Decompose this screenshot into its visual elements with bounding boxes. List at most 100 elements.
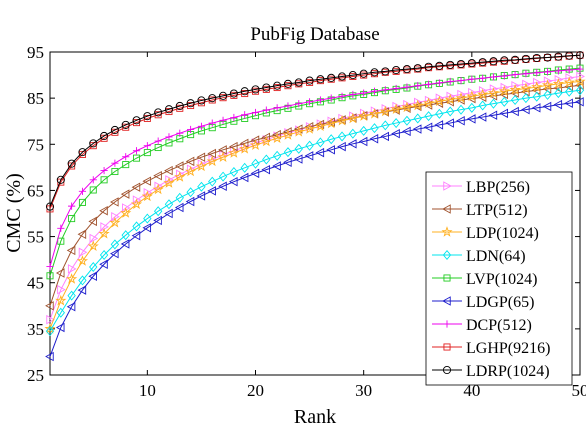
data-point <box>575 97 584 107</box>
y-tick-label: 25 <box>27 366 44 385</box>
x-tick-label: 20 <box>247 381 264 400</box>
data-point <box>402 65 411 74</box>
data-point <box>143 213 152 224</box>
data-point <box>304 151 314 161</box>
data-point <box>457 89 466 100</box>
data-point <box>468 87 477 98</box>
legend-label: LTP(512) <box>466 202 528 219</box>
data-point <box>57 237 65 245</box>
data-point <box>56 307 66 318</box>
data-point <box>434 120 444 130</box>
data-point <box>132 147 141 155</box>
data-point <box>337 141 346 152</box>
data-point <box>554 67 562 75</box>
data-point <box>467 59 476 68</box>
data-point <box>164 199 174 210</box>
data-point <box>478 100 487 111</box>
data-point <box>208 119 216 127</box>
data-point <box>489 57 498 66</box>
y-tick-label: 35 <box>27 320 44 339</box>
data-point <box>326 145 335 155</box>
data-point <box>283 127 292 137</box>
data-point <box>98 227 110 239</box>
data-point <box>435 108 444 119</box>
data-point <box>121 230 130 241</box>
data-point <box>196 152 206 162</box>
legend-item: LDGP(65) <box>432 294 534 311</box>
y-tick-label: 95 <box>27 43 44 62</box>
series-ldrp-1024 <box>45 51 585 211</box>
data-point <box>228 176 238 187</box>
data-point <box>206 155 218 167</box>
data-point <box>531 103 541 113</box>
data-point <box>488 91 498 101</box>
data-point <box>424 62 433 71</box>
data-point <box>57 284 66 295</box>
data-point <box>262 83 271 92</box>
data-point <box>88 216 97 227</box>
legend-label: DCP(512) <box>466 317 532 334</box>
data-point <box>413 113 422 124</box>
x-tick-label: 10 <box>139 381 156 400</box>
data-point <box>488 110 498 120</box>
data-point <box>565 66 573 74</box>
data-point <box>521 93 531 104</box>
data-point <box>100 176 108 184</box>
data-point <box>219 116 227 124</box>
data-point <box>477 88 489 100</box>
data-point <box>510 88 519 98</box>
legend-item: LTP(512) <box>432 202 528 219</box>
data-point <box>197 122 206 130</box>
data-point <box>132 221 141 232</box>
data-point <box>414 82 422 90</box>
data-point <box>500 96 509 107</box>
data-point <box>563 76 575 88</box>
data-point <box>391 105 400 115</box>
data-point <box>498 85 510 96</box>
data-point <box>327 94 335 102</box>
data-point <box>207 186 216 196</box>
data-point <box>131 182 141 192</box>
data-point <box>520 82 532 94</box>
data-point <box>56 175 65 184</box>
data-point <box>142 223 152 233</box>
data-point <box>174 202 184 213</box>
data-point <box>359 69 368 78</box>
data-point <box>509 83 521 95</box>
data-point <box>435 61 444 70</box>
data-point <box>87 240 99 252</box>
y-tick-label: 45 <box>27 274 44 293</box>
legend-label: LGHP(9216) <box>466 340 550 357</box>
data-point <box>187 125 195 134</box>
data-point <box>89 262 98 273</box>
data-point <box>403 83 411 91</box>
data-point <box>132 116 141 125</box>
data-point <box>390 103 402 114</box>
data-point <box>111 159 119 167</box>
data-point <box>260 135 272 147</box>
data-point <box>240 162 249 173</box>
data-point <box>78 198 86 206</box>
data-point <box>143 149 151 157</box>
data-point <box>348 128 358 139</box>
legend-item: LBP(256) <box>432 179 530 196</box>
data-point <box>154 137 162 145</box>
data-point <box>446 91 456 102</box>
data-point <box>305 98 314 106</box>
data-point <box>412 124 422 134</box>
data-point <box>402 115 412 126</box>
data-point <box>283 79 293 88</box>
data-point <box>499 108 508 119</box>
data-point <box>152 183 164 195</box>
data-point <box>239 172 249 183</box>
data-point <box>100 166 108 175</box>
data-point <box>284 102 292 110</box>
data-point <box>468 75 476 83</box>
data-point <box>164 208 173 219</box>
data-point <box>143 112 152 121</box>
data-point <box>575 85 585 96</box>
data-point <box>424 111 433 122</box>
data-point <box>142 176 152 186</box>
data-point <box>511 55 520 64</box>
legend-item: LVP(1024) <box>432 271 537 288</box>
